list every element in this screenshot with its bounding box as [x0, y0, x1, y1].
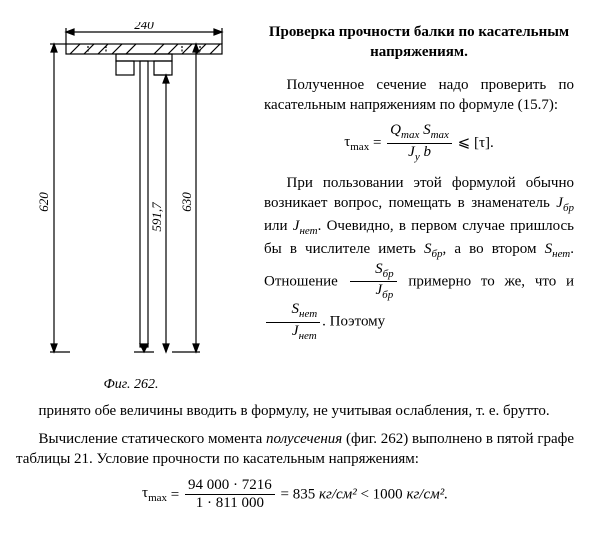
figure-caption: Фиг. 262. [16, 376, 246, 395]
formula-2: τmax = 94 000 · 7216 1 · 811 000 = 835 к… [16, 478, 574, 513]
beam-diagram: 240 [24, 22, 239, 372]
dim-top: 240 [134, 22, 154, 32]
para-3: принято обе величины вводить в формулу, … [16, 401, 574, 421]
para-4: Вычисление статического момента полусече… [16, 429, 574, 470]
dim-right: 630 [179, 192, 194, 212]
dim-left: 620 [36, 192, 51, 212]
figure-262: 240 [16, 22, 246, 395]
page: 240 [16, 22, 574, 512]
dim-mid: 591,7 [149, 202, 164, 232]
